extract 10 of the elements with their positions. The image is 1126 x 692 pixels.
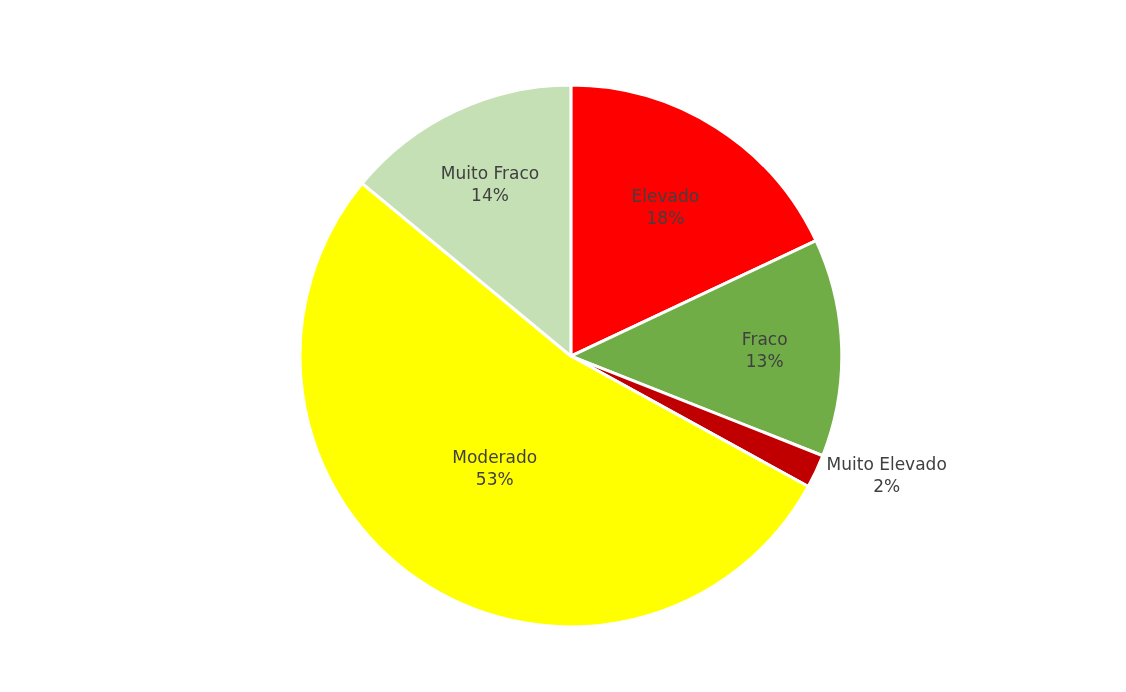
data-label: 18% [646, 208, 685, 229]
slice-label: Muito Elevado [826, 454, 947, 475]
slice-label: Muito Fraco [440, 163, 540, 184]
data-label: 2% [873, 476, 901, 497]
data-label: 14% [471, 185, 509, 206]
data-label: 53% [475, 469, 514, 490]
slice-label: Fraco [741, 328, 788, 349]
slice-label: Moderado [452, 447, 538, 468]
slice-label: Elevado [631, 186, 700, 207]
data-label: 13% [745, 350, 784, 371]
